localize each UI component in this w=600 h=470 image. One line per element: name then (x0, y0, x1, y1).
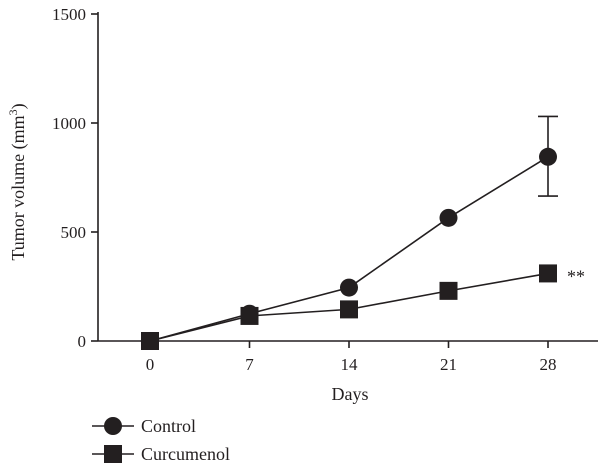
data-point-square (340, 300, 358, 319)
y-tick-label: 500 (61, 223, 87, 242)
data-point-circle (340, 278, 358, 297)
x-tick-label: 21 (440, 355, 457, 374)
y-tick-label: 1000 (52, 114, 86, 133)
y-axis-title-close: ) (8, 103, 29, 109)
y-axis-title-superscript: 3 (6, 109, 20, 115)
significance-annotation: ** (567, 266, 585, 286)
axes: 0 500 1000 1500 0 7 14 21 28 (52, 5, 598, 374)
data-point-circle (141, 332, 159, 350)
y-axis-title-text: Tumor volume (mm (8, 115, 29, 260)
legend: Control Curcumenol (92, 416, 230, 464)
legend-marker-circle (104, 417, 122, 435)
data-point-circle (439, 208, 458, 227)
series-layer: ** (141, 115, 585, 350)
x-tick-label: 14 (341, 355, 359, 374)
y-tick-label: 1500 (52, 5, 86, 24)
x-tick-label: 28 (540, 355, 557, 374)
legend-marker-square (104, 445, 122, 463)
y-axis-title: Tumor volume (mm3) (6, 103, 29, 260)
x-tick-label: 7 (245, 355, 254, 374)
data-point-circle (240, 304, 259, 323)
data-point-square (439, 281, 458, 300)
x-axis-title: Days (332, 384, 369, 404)
legend-label-control: Control (141, 416, 196, 436)
data-point-circle (539, 147, 557, 166)
data-point-square (539, 264, 557, 283)
y-tick-label: 0 (78, 332, 87, 351)
legend-label-curcumenol: Curcumenol (141, 444, 230, 464)
x-tick-label: 0 (146, 355, 155, 374)
